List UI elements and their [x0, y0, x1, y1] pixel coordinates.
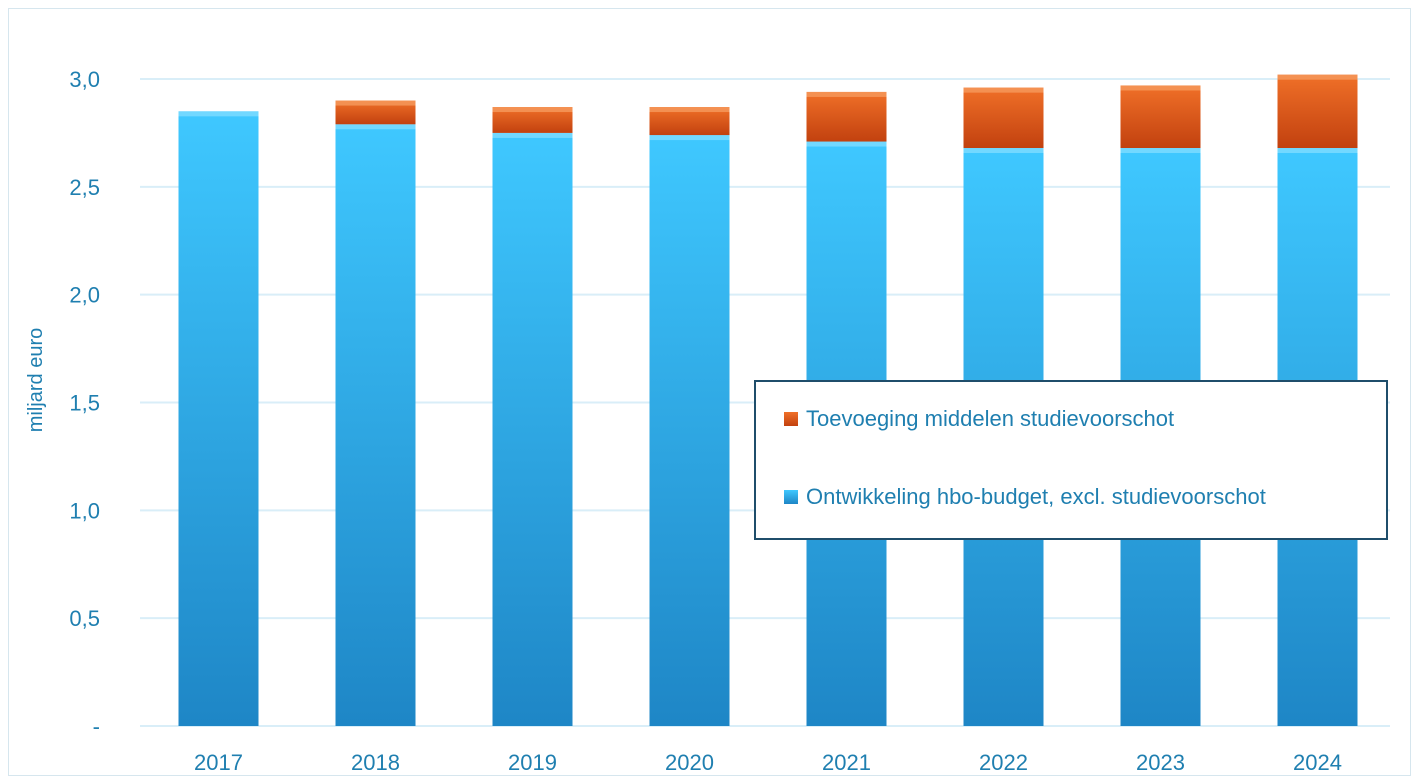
x-tick-label: 2023: [1136, 750, 1185, 775]
bar-toevoeging-2022: [963, 87, 1044, 149]
y-tick-label: 1,5: [69, 391, 100, 416]
legend-item-toevoeging: Toevoeging middelen studievoorschot: [784, 406, 1174, 432]
bar-highlight: [1120, 148, 1201, 154]
bars: [178, 74, 1358, 727]
x-tick-label: 2018: [351, 750, 400, 775]
bar-ontwikkeling-2020: [649, 135, 730, 726]
bar-ontwikkeling-2017: [178, 111, 259, 727]
bar-toevoeging-2021: [806, 91, 887, 142]
y-tick-label: -: [93, 714, 100, 739]
x-tick-label: 2024: [1293, 750, 1342, 775]
x-tick-label: 2017: [194, 750, 243, 775]
bar-highlight: [806, 91, 887, 97]
x-tick-label: 2021: [822, 750, 871, 775]
x-tick-label: 2020: [665, 750, 714, 775]
bar-highlight: [335, 100, 416, 106]
y-tick-label: 2,0: [69, 283, 100, 308]
bar-highlight: [178, 111, 259, 117]
y-tick-label: 2,5: [69, 175, 100, 200]
bar-highlight: [492, 107, 573, 113]
bar-ontwikkeling-2019: [492, 132, 573, 726]
bar-ontwikkeling-2018: [335, 124, 416, 727]
bar-highlight: [649, 135, 730, 141]
chart-legend: Toevoeging middelen studievoorschot Ontw…: [754, 380, 1388, 540]
bar-highlight: [492, 132, 573, 138]
x-tick-label: 2019: [508, 750, 557, 775]
bar-highlight: [963, 87, 1044, 93]
y-axis-label: miljard euro: [25, 328, 47, 432]
bar-highlight: [806, 141, 887, 147]
x-tick-label: 2022: [979, 750, 1028, 775]
bar-toevoeging-2024: [1277, 74, 1358, 149]
legend-label: Toevoeging middelen studievoorschot: [806, 406, 1175, 431]
bar-toevoeging-2018: [335, 100, 416, 125]
y-tick-label: 3,0: [69, 67, 100, 92]
bar-highlight: [963, 148, 1044, 154]
bar-highlight: [1120, 85, 1201, 91]
legend-swatch-orange: [784, 412, 798, 426]
y-axis-ticks: - 0,5 1,0 1,5 2,0 2,5 3,0: [69, 67, 100, 739]
x-axis-ticks: 2017 2018 2019 2020 2021 2022 2023 2024: [194, 750, 1342, 775]
legend-item-ontwikkeling: Ontwikkeling hbo-budget, excl. studievoo…: [784, 484, 1266, 510]
bar-toevoeging-2023: [1120, 85, 1201, 149]
y-tick-label: 0,5: [69, 606, 100, 631]
legend-label: Ontwikkeling hbo-budget, excl. studievoo…: [806, 484, 1266, 509]
bar-highlight: [649, 107, 730, 113]
bar-highlight: [335, 124, 416, 130]
bar-highlight: [1277, 148, 1358, 154]
bar-highlight: [1277, 74, 1358, 80]
y-tick-label: 1,0: [69, 498, 100, 523]
legend-swatch-blue: [784, 490, 798, 504]
